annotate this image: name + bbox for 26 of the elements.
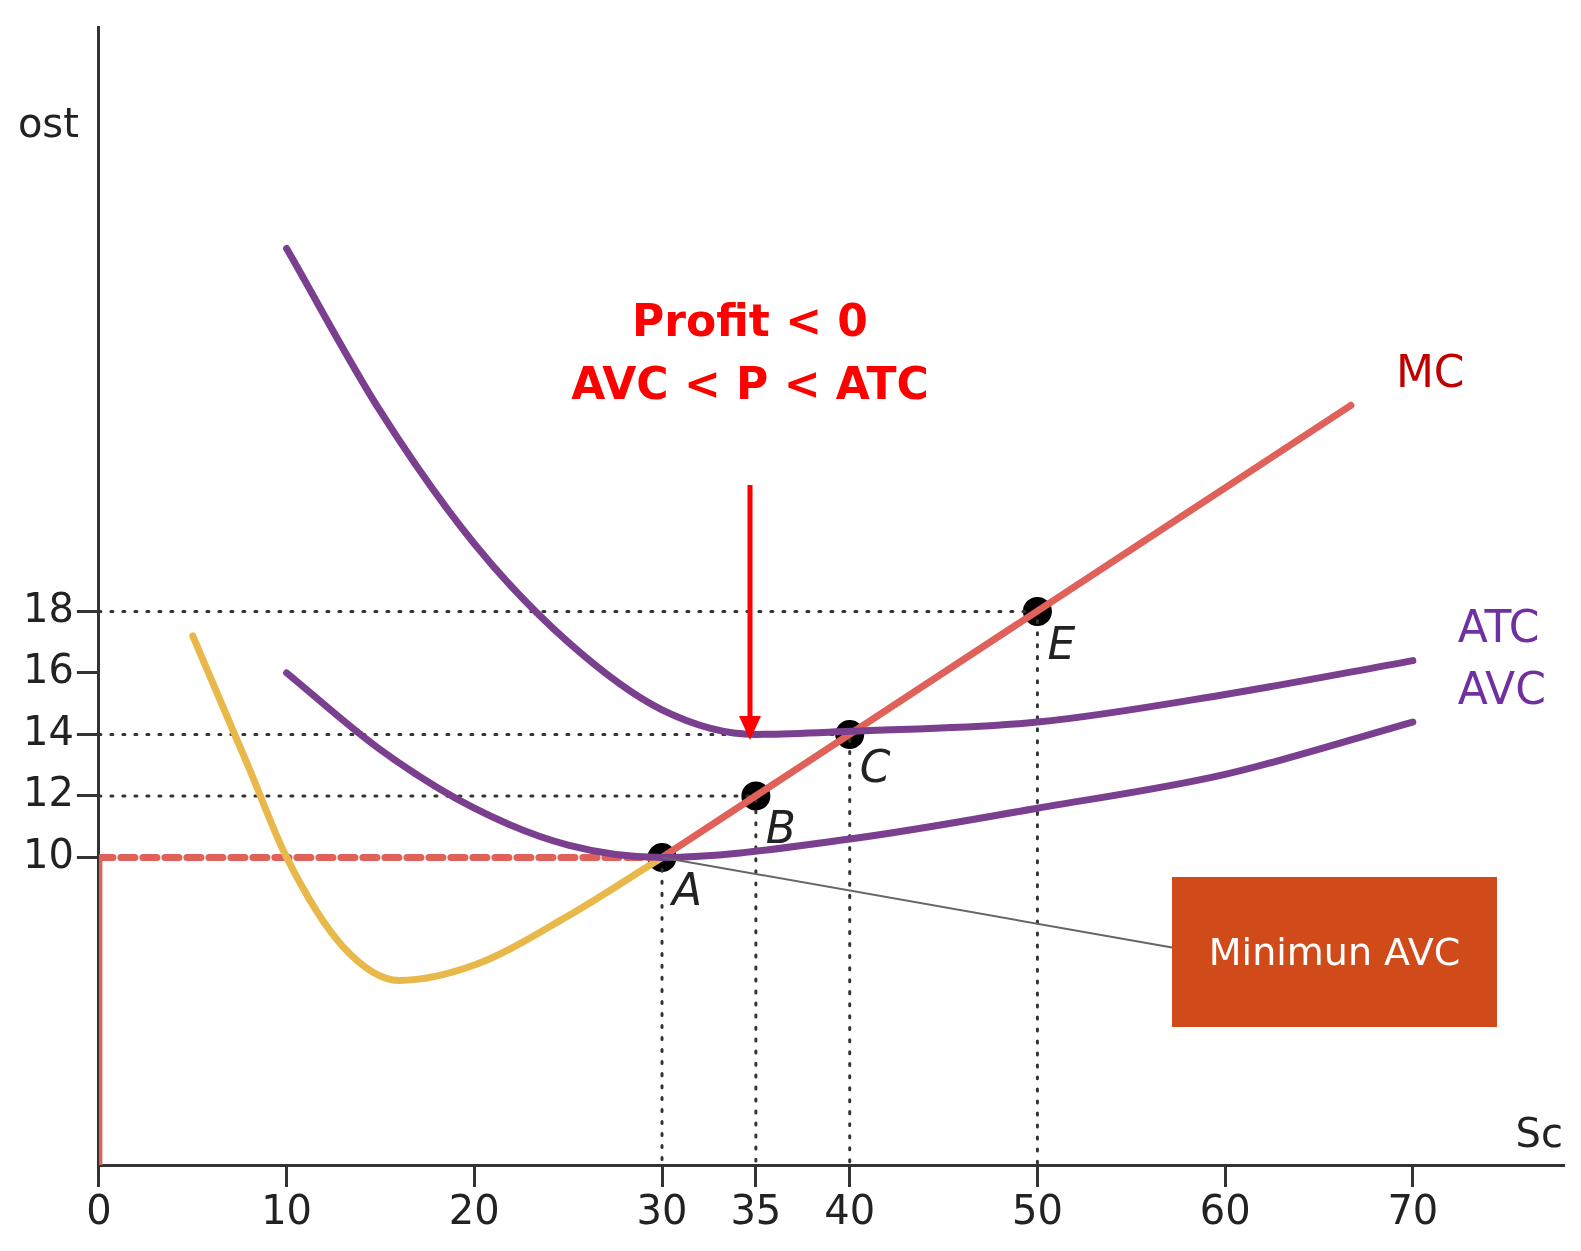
y-tick-label: 18 [22,584,74,631]
y-tick-label: 14 [22,707,74,754]
x-tick-label: 40 [824,1187,876,1234]
y-tick-label: 12 [22,769,74,816]
x-tick-label: 30 [636,1187,688,1234]
note-box: Minimun AVC [1172,877,1497,1028]
annotation: C [859,740,891,792]
x-tick-label: 35 [730,1187,782,1234]
y-axis-title: ost [17,100,79,147]
x-tick-label: 0 [86,1187,112,1234]
y-tick-label: 16 [22,646,74,693]
x-tick-label: 20 [448,1187,500,1234]
x-tick-label: 60 [1199,1187,1251,1234]
series-label: MC [1395,345,1465,397]
annotation: E [1047,617,1076,669]
x-axis-title: Sc [1515,1110,1563,1157]
annotation: A [669,863,703,915]
x-tick-label: 50 [1011,1187,1063,1234]
series-label: AVC [1457,662,1546,714]
annotation: B [765,802,797,854]
y-tick-label: 10 [22,830,74,877]
annotation: AVC < P < ATC [571,358,929,410]
series-label: ATC [1457,601,1540,653]
x-tick-label: 10 [261,1187,313,1234]
x-tick-label: 70 [1387,1187,1439,1234]
annotation: Profit < 0 [632,295,868,347]
